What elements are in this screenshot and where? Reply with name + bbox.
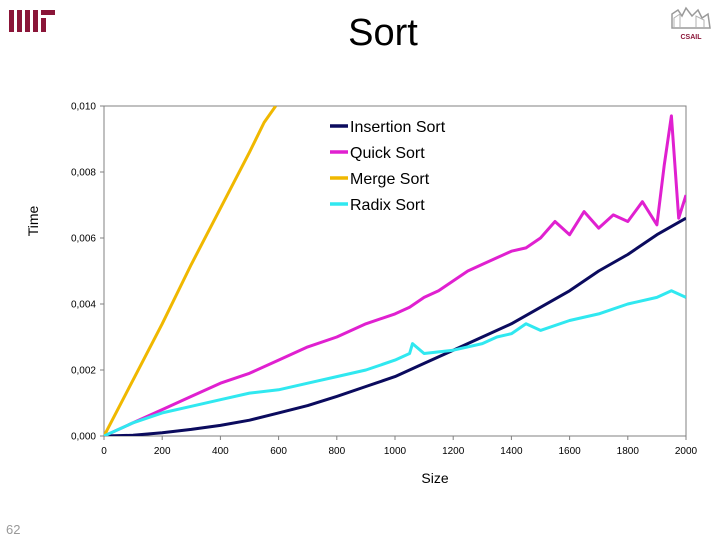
x-axis-label: Size: [421, 470, 448, 486]
svg-text:CSAIL: CSAIL: [681, 34, 703, 41]
csail-logo: CSAIL: [671, 6, 711, 41]
mit-logo: [9, 10, 55, 32]
y-tick-label: 0,004: [71, 300, 96, 311]
x-tick-label: 400: [212, 446, 229, 457]
series-line-radix-sort: [104, 289, 686, 436]
legend-label: Insertion Sort: [350, 119, 446, 136]
x-tick-label: 1400: [500, 446, 523, 457]
x-tick-label: 600: [270, 446, 287, 457]
legend-label: Merge Sort: [350, 171, 430, 188]
x-tick-label: 200: [154, 446, 171, 457]
y-tick-label: 0,008: [71, 168, 96, 179]
x-tick-label: 1000: [384, 446, 407, 457]
x-tick-label: 1800: [617, 446, 640, 457]
axis-layer: 0,000 0,002 0,004 0,006 0,008 0,010 0 200 400 600…: [71, 102, 698, 458]
x-tick-label: 0: [101, 446, 107, 457]
x-tick-label: 2000: [675, 446, 698, 457]
x-tick-label: 1200: [442, 446, 465, 457]
y-tick-label: 0,002: [71, 366, 96, 377]
x-tick-label: 800: [328, 446, 345, 457]
legend: Insertion Sort Quick Sort Merge Sort Radix …: [290, 112, 494, 220]
y-tick-label: 0,010: [71, 102, 96, 113]
slide-title: Sort: [348, 12, 418, 54]
series-line-merge-sort: [104, 106, 277, 436]
series-line-insertion-sort: [104, 216, 686, 436]
legend-label: Radix Sort: [350, 197, 425, 214]
x-tick-label: 1600: [558, 446, 581, 457]
y-tick-label: 0,006: [71, 234, 96, 245]
series-line-quick-sort: [104, 114, 686, 436]
legend-background: [290, 112, 494, 220]
legend-label: Quick Sort: [350, 145, 425, 162]
slide-number: 62: [6, 522, 21, 537]
y-axis-label: Time: [25, 205, 41, 236]
y-tick-label: 0,000: [71, 432, 96, 443]
series-layer: [104, 106, 686, 436]
